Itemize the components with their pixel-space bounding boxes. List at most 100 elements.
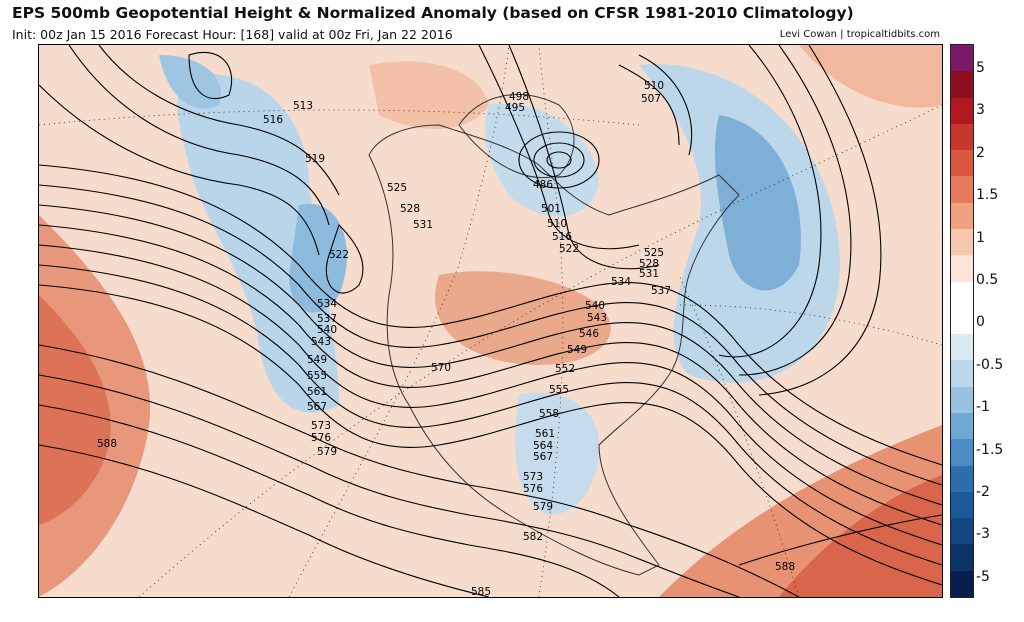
contour-label: 522 <box>329 249 349 261</box>
cold-anomaly-atlantic-core <box>714 115 801 291</box>
contour-label: 582 <box>523 531 543 543</box>
contour-label: 567 <box>307 401 327 413</box>
colorbar-swatch <box>951 281 973 308</box>
contour-label: 531 <box>639 268 659 280</box>
colorbar-swatch <box>951 544 973 571</box>
colorbar-label: -0.5 <box>976 356 1004 373</box>
colorbar-swatch <box>951 491 973 519</box>
contour-label: 513 <box>293 100 313 112</box>
contour-label: 537 <box>317 313 337 325</box>
colorbar-swatch <box>951 439 973 466</box>
map-svg: 513 516 519 522 525 528 531 534 537 540 … <box>39 45 942 597</box>
colorbar-swatch <box>951 386 973 413</box>
contour-label: 525 <box>644 247 664 259</box>
colorbar-swatch <box>951 176 973 203</box>
contour-label: 528 <box>639 258 659 270</box>
colorbar-label: 1.5 <box>976 187 999 204</box>
contour-label: 558 <box>539 408 559 420</box>
contour-label: 516 <box>263 114 283 126</box>
colorbar-swatch <box>951 465 973 492</box>
graticule <box>39 45 942 597</box>
contour-label: 567 <box>533 451 553 463</box>
warm-anomaly-plains <box>435 271 611 365</box>
colorbar-label: -2 <box>976 484 990 500</box>
colorbar-label: 3 <box>976 102 985 119</box>
colorbar-swatch <box>951 518 973 545</box>
chart-subtitle: Init: 00z Jan 15 2016 Forecast Hour: [16… <box>12 27 453 42</box>
north-america-outline <box>368 124 740 576</box>
colorbar-swatch <box>951 150 973 177</box>
contour-label: 588 <box>97 438 117 450</box>
contour-label: 528 <box>400 203 420 215</box>
colorbar-label: 0.5 <box>976 272 999 288</box>
contour-label: 543 <box>311 336 331 348</box>
colorbar-swatch <box>951 202 973 229</box>
contour-label: 507 <box>641 93 661 105</box>
warm-anomaly-ne <box>799 45 942 108</box>
contour-label: 525 <box>387 182 407 194</box>
colorbar-label: -1 <box>976 399 990 416</box>
contour-lines <box>39 45 942 597</box>
hudson-bay-outline <box>458 94 575 179</box>
contour-label: 519 <box>305 153 325 165</box>
contour-label: 486 <box>533 179 553 191</box>
contour-label: 561 <box>535 428 555 440</box>
contour-label: 546 <box>579 328 599 340</box>
colorbar-label: -3 <box>976 526 990 543</box>
contour-label: 510 <box>547 218 567 230</box>
contour-label: 561 <box>307 386 327 398</box>
chart-title: EPS 500mb Geopotential Height & Normaliz… <box>12 4 854 22</box>
contour-label: 540 <box>585 300 605 312</box>
colorbar <box>950 44 974 598</box>
contour-label: 552 <box>555 363 575 375</box>
colorbar-swatch <box>951 71 973 98</box>
contour-label: 549 <box>567 344 587 356</box>
colorbar-label: 0 <box>976 314 985 331</box>
contour-label: 501 <box>541 203 561 215</box>
cold-anomaly-hudson <box>485 103 599 217</box>
warm-anomaly-atlantic-core <box>779 475 942 597</box>
cold-anomaly-gulf <box>515 392 599 515</box>
contour-label: 531 <box>413 219 433 231</box>
contour-label: 555 <box>307 370 327 382</box>
contour-label: 549 <box>307 354 327 366</box>
contour-label: 510 <box>644 80 664 92</box>
colorbar-swatch <box>951 45 973 72</box>
contour-label: 573 <box>523 471 543 483</box>
colorbar-swatch <box>951 360 973 387</box>
contour-label: 573 <box>311 420 331 432</box>
contour-label: 576 <box>311 432 331 444</box>
contour-label: 555 <box>549 384 569 396</box>
contour-label-group: 513 516 519 522 525 528 531 534 537 540 … <box>97 80 795 597</box>
contour-label: 588 <box>775 561 795 573</box>
colorbar-label: 2 <box>976 144 985 161</box>
contour-label: 579 <box>533 501 553 513</box>
contour-label: 537 <box>651 285 671 297</box>
colorbar-label: 1 <box>976 229 985 246</box>
contour-label: 540 <box>317 324 337 336</box>
contour-label: 579 <box>317 446 337 458</box>
cold-anomaly-pacific-trough <box>177 73 339 413</box>
colorbar-swatch <box>951 412 973 440</box>
contour-label: 516 <box>552 231 572 243</box>
contour-label: 564 <box>533 440 553 452</box>
colorbar-swatch <box>951 97 973 124</box>
contour-label: 585 <box>471 586 491 597</box>
colorbar-swatch <box>951 228 973 256</box>
contour-label: 576 <box>523 483 543 495</box>
colorbar-label: -5 <box>976 568 990 585</box>
contour-label: 495 <box>505 102 525 114</box>
colorbar-swatch <box>951 255 973 282</box>
contour-label: 543 <box>587 312 607 324</box>
contour-label: 522 <box>559 243 579 255</box>
contour-label: 498 <box>509 91 529 103</box>
colorbar-label: -1.5 <box>976 441 1004 458</box>
warm-anomaly-core <box>39 295 111 525</box>
contour-label: 534 <box>317 298 337 310</box>
contour-label: 534 <box>611 276 631 288</box>
colorbar-swatch <box>951 334 973 361</box>
contour-label: 570 <box>431 362 451 374</box>
credit-text: Levi Cowan | tropicaltidbits.com <box>779 29 940 40</box>
colorbar-swatch <box>951 307 973 335</box>
map-panel: 513 516 519 522 525 528 531 534 537 540 … <box>38 44 943 598</box>
